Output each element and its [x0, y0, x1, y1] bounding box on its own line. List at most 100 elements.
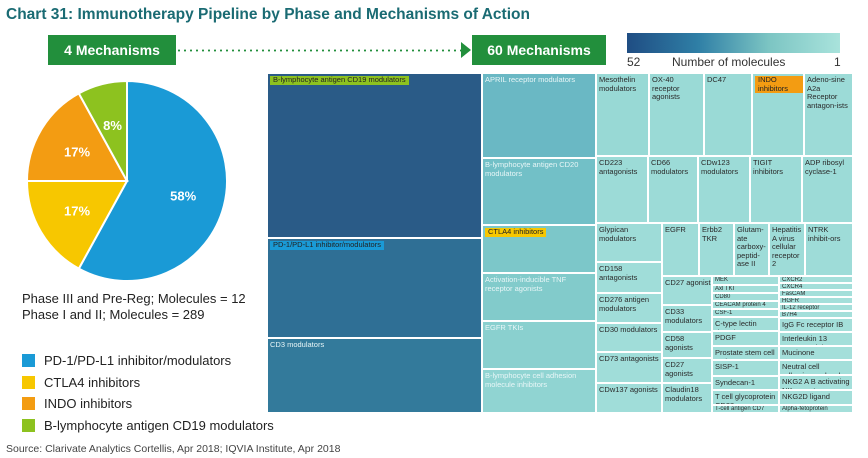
treemap-cell: Erbb2 TKR: [699, 223, 734, 276]
treemap-cell-label: NKG2 A B activating NK receptor: [782, 377, 850, 390]
treemap-cell-label: PDGF: [715, 333, 736, 342]
treemap-cell-label: CD27 agonist: [665, 278, 711, 287]
pie-slice: [77, 79, 128, 182]
treemap-cell-label: Erbb2 TKR: [702, 225, 723, 243]
color-scale-bar: [627, 33, 840, 53]
treemap-cell: C-type lectin domain: [712, 317, 779, 331]
pie-slice-label: 17%: [64, 144, 90, 159]
treemap-cell: B-lymphocyte cell adhesion molecule inhi…: [482, 369, 596, 413]
treemap-cell: CD223 antagonists: [596, 156, 648, 223]
treemap-cell: CD66 modulators: [648, 156, 698, 223]
treemap-cell-label: Glypican modulators: [599, 225, 637, 243]
legend-item: PD-1/PD-L1 inhibitor/modulators: [22, 350, 274, 372]
treemap-cell: Axl TKI: [712, 285, 779, 293]
pie-legend: PD-1/PD-L1 inhibitor/modulators CTLA4 inh…: [22, 350, 274, 436]
pie-slice-label: 17%: [64, 204, 90, 219]
mechanisms-count-left: 4 Mechanisms: [48, 35, 176, 65]
treemap-cell-label: SISP-1: [715, 362, 739, 371]
treemap-cell: CD73 antagonists: [596, 352, 662, 383]
treemap-cell-label: CD66 modulators: [651, 158, 689, 176]
treemap-cell-label: CD30 modulators: [599, 325, 658, 334]
phase12-count: Phase I and II; Molecules = 289: [22, 307, 205, 322]
legend-item: B-lymphocyte antigen CD19 modulators: [22, 415, 274, 437]
treemap-cell-label: CXCR2: [782, 277, 803, 283]
treemap-cell: PD-1/PD-L1 inhibitor/modulators: [267, 238, 482, 338]
treemap-cell-label: Syndecan-1: [715, 378, 756, 387]
treemap-cell: CEACAM protein 4: [712, 301, 779, 309]
treemap-cell: ADP ribosyl cyclase-1: [802, 156, 853, 223]
treemap-cell-label: B-lymphocyte antigen CD20 modulators: [485, 160, 579, 178]
treemap-cell-label: B-lymphocyte antigen CD19 modulators: [270, 75, 409, 85]
treemap-cell: CD58 agonists: [662, 332, 712, 358]
treemap-cell-label: APRIL receptor modulators: [485, 75, 576, 84]
treemap-cell: IL-12 receptor: [779, 304, 853, 311]
treemap-cell-label: TIGIT inhibitors: [753, 158, 784, 176]
arrow-icon: [461, 42, 471, 58]
treemap-cell-label: CD58 agonists: [665, 334, 693, 352]
treemap-cell: CD33 modulators: [662, 305, 712, 332]
source-note: Source: Clarivate Analytics Cortellis, A…: [6, 443, 341, 455]
pie-slice: [25, 180, 129, 270]
treemap-cell: EGFR TKIs: [482, 321, 596, 369]
treemap-cell-label: INDO inhibitors: [755, 75, 803, 93]
treemap-cell: Interleukin 13 receptor alpha 2: [779, 332, 853, 346]
treemap-cell: OX-40 receptor agonists: [649, 73, 704, 156]
treemap-cell-label: C-type lectin domain: [715, 319, 757, 330]
treemap-cell-label: CD80: [715, 294, 731, 300]
treemap-cell-label: CD33 modulators: [665, 307, 703, 325]
treemap-cell-label: NTRK inhibit-ors: [808, 225, 841, 243]
treemap-cell: CD27 agonist: [662, 276, 712, 305]
legend-label: INDO inhibitors: [44, 396, 133, 412]
treemap-cell-label: Activation-inducible TNF receptor agonis…: [485, 275, 567, 293]
treemap-cell-label: CD223 antagonists: [599, 158, 638, 176]
treemap-cell: CXCR4: [779, 283, 853, 290]
treemap-cell-label: Mesothelin modulators: [599, 75, 637, 93]
treemap-cell: CD30 modulators: [596, 323, 662, 352]
treemap-cell: IgG Fc receptor IB: [779, 318, 853, 332]
treemap-cell-label: CXCR4: [782, 284, 803, 290]
treemap-cell-label: CTLA4 inhibitors: [485, 227, 547, 237]
treemap-cell: CD27 agonists: [662, 358, 712, 383]
treemap-cell: CSF-1: [712, 309, 779, 317]
treemap-cell: Glypican modulators: [596, 223, 662, 262]
legend-swatch: [22, 397, 35, 411]
treemap-cell-label: Axl TKI: [715, 286, 735, 292]
treemap-cell-label: HGFR: [782, 298, 799, 304]
treemap-cell: CDw137 agonists: [596, 383, 662, 413]
treemap-cell-label: Claudin18 modulators: [665, 385, 703, 403]
treemap-cell: CDw123 modulators: [698, 156, 750, 223]
treemap-cell: Neutral cell adhesion molecule L1: [779, 360, 853, 375]
treemap-cell: Alpha-fetoprotein: [779, 405, 853, 413]
treemap-cell-label: CDw137 agonists: [599, 385, 658, 394]
treemap-cell: NTRK inhibit-ors: [805, 223, 853, 276]
legend-label: CTLA4 inhibitors: [44, 374, 141, 390]
mechanisms-count-right: 60 Mechanisms: [472, 35, 606, 65]
treemap-cell: APRIL receptor modulators: [482, 73, 596, 158]
treemap-cell: CD276 antigen modulators: [596, 293, 662, 323]
treemap-cell: NKG2D ligand: [779, 390, 853, 405]
treemap-cell-label: CEACAM protein 4: [715, 302, 766, 308]
treemap-cell: Mesothelin modulators: [596, 73, 649, 156]
treemap-cell-label: DC47: [707, 75, 727, 84]
treemap-cell: DC47: [704, 73, 752, 156]
treemap-cell: MEK: [712, 276, 779, 285]
treemap-cell: EGFR: [662, 223, 699, 276]
treemap-cell-label: CD73 antagonists: [599, 354, 659, 363]
treemap-cell-label: PD-1/PD-L1 inhibitor/modulators: [270, 240, 384, 250]
legend-swatch: [22, 418, 35, 432]
treemap-cell-label: CD27 agonists: [665, 360, 693, 378]
treemap-cell: CTLA4 inhibitors: [482, 225, 596, 273]
treemap-cell: FasCAM: [779, 290, 853, 297]
treemap-cell: Mucinone: [779, 346, 853, 360]
treemap-cell: Adeno-sine A2a Receptor antagon-ists: [804, 73, 853, 156]
treemap-cell: TIGIT inhibitors: [750, 156, 802, 223]
pie-chart: 58% 17% 17% 8%: [25, 79, 228, 282]
treemap-cell-label: EGFR TKIs: [485, 323, 524, 332]
treemap-cell: Prostate stem cell antigen: [712, 346, 779, 360]
treemap-cell: INDO inhibitors: [752, 73, 804, 156]
treemap-cell: CXCR2: [779, 276, 853, 283]
treemap-cell: CD3 modulators: [267, 338, 482, 413]
treemap-cell-label: CD3 modulators: [270, 340, 325, 349]
treemap-cell: T cell glycoprotein CD28: [712, 390, 779, 405]
legend-item: INDO inhibitors: [22, 393, 274, 415]
